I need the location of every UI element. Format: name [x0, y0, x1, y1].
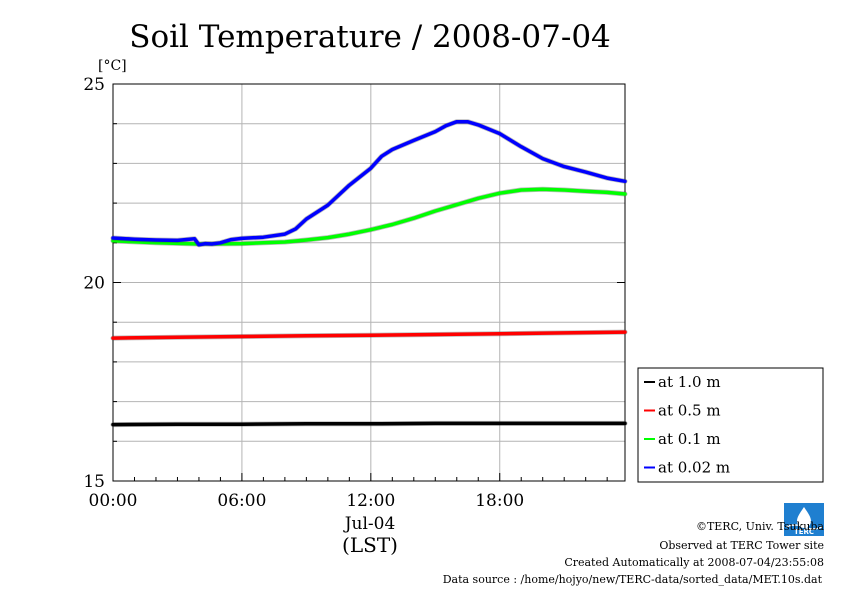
series-layer — [110, 119, 628, 428]
legend-label-0: at 1.0 m — [658, 373, 721, 391]
y-axis-label: [°C] — [98, 58, 127, 74]
wave-icon — [785, 524, 823, 530]
water-drop-icon — [797, 507, 811, 528]
legend-label-3: at 0.02 m — [658, 459, 730, 477]
chart-title: Soil Temperature / 2008-07-04 — [129, 19, 611, 55]
x-tick-label: 18:00 — [475, 491, 524, 511]
x-axis-date-label: Jul-04 — [343, 514, 396, 534]
credits: ©TERC, Univ. Tsukuba Observed at TERC To… — [443, 520, 825, 586]
y-tick-label: 15 — [83, 472, 105, 492]
x-tick-label: 00:00 — [89, 491, 138, 511]
x-tick-label: 06:00 — [217, 491, 266, 511]
credit-created: Created Automatically at 2008-07-04/23:5… — [564, 556, 824, 569]
axis-ticks: 15 20 25 00:00 06:00 12:00 18:00 — [83, 75, 625, 511]
series-line-2 — [111, 187, 627, 246]
legend: at 1.0 m at 0.5 m at 0.1 m at 0.02 m — [637, 367, 824, 483]
terc-logo: TERC — [784, 503, 824, 536]
x-tick-label: 12:00 — [346, 491, 395, 511]
credit-site: Observed at TERC Tower site — [659, 539, 824, 552]
series-line-1 — [111, 330, 627, 340]
series-line-3 — [111, 119, 627, 247]
legend-label-1: at 0.5 m — [658, 402, 721, 420]
legend-label-2: at 0.1 m — [658, 430, 721, 448]
series-line-shadow-3 — [110, 119, 628, 248]
credit-copyright: ©TERC, Univ. Tsukuba — [696, 520, 824, 533]
y-tick-label: 25 — [83, 75, 105, 95]
legend-box — [637, 367, 824, 483]
x-axis-label: (LST) — [342, 533, 398, 557]
terc-logo-text: TERC — [794, 528, 814, 536]
series-line-0 — [111, 421, 627, 427]
series-line-shadow-2 — [110, 186, 628, 247]
y-tick-label: 20 — [83, 274, 105, 294]
credit-source: Data source : /home/hojyo/new/TERC-data/… — [443, 573, 823, 586]
